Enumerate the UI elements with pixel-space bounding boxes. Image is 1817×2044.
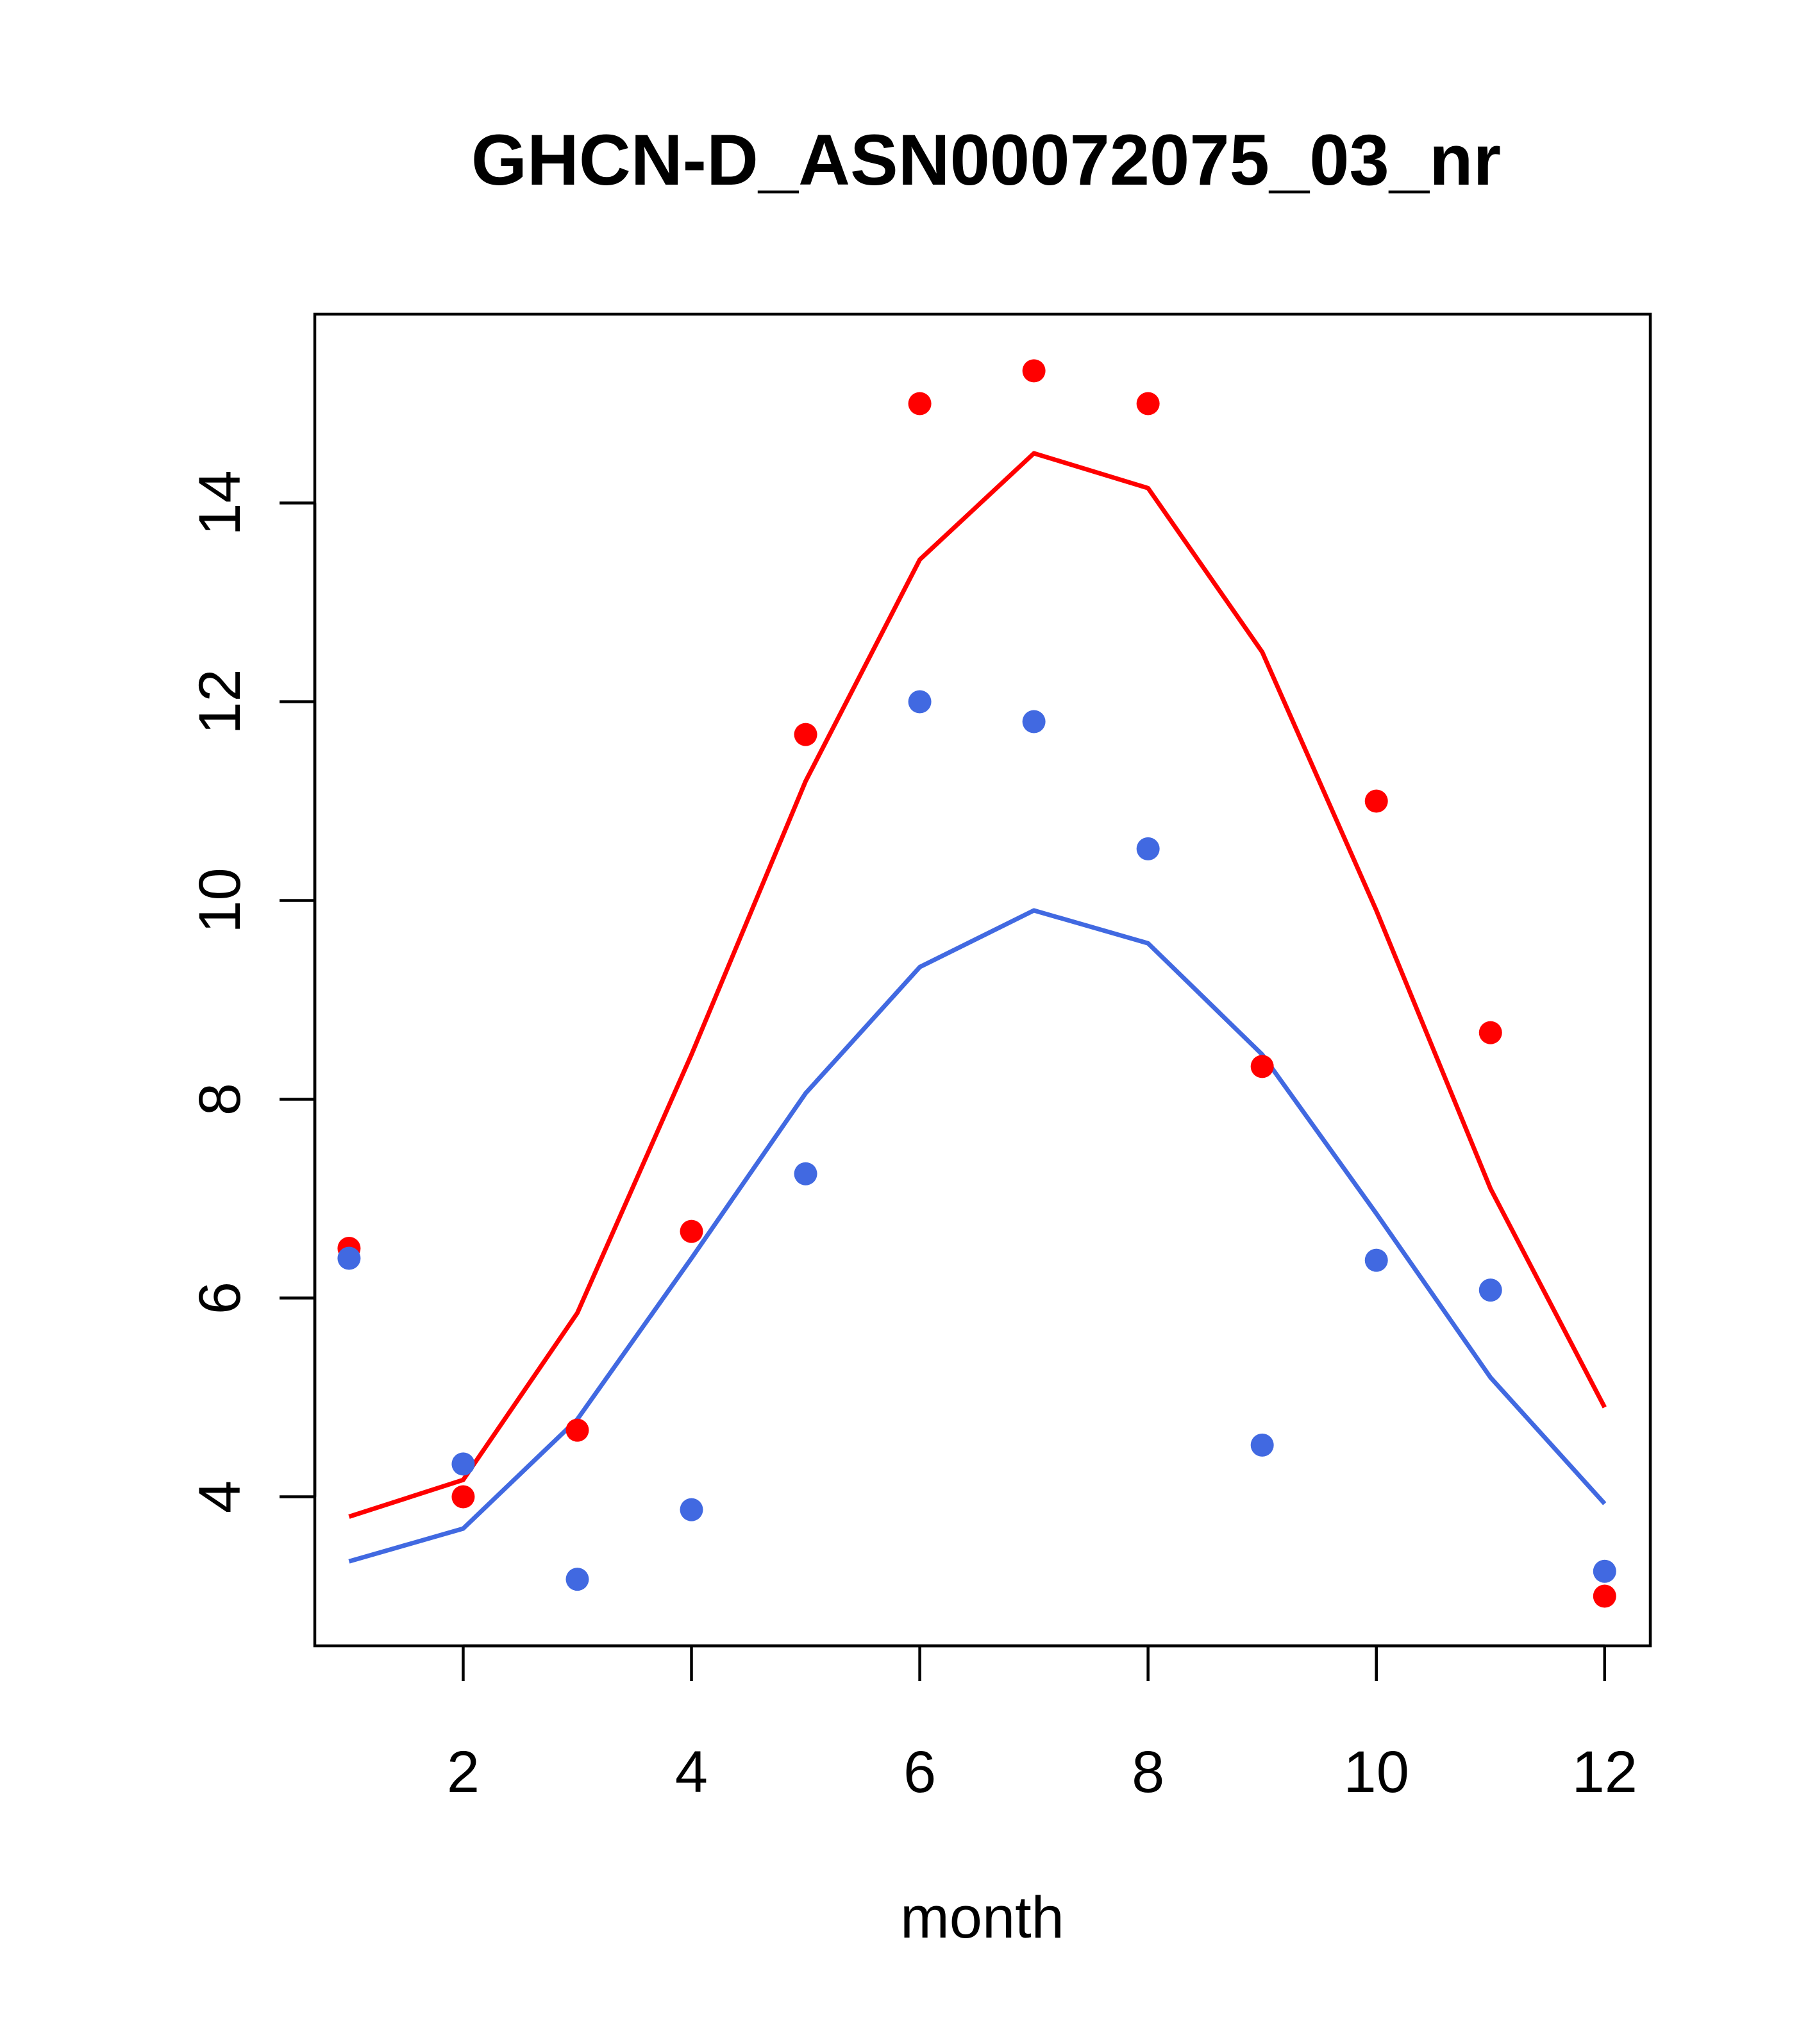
x-axis: 2 4 6 8 10 12 bbox=[447, 1644, 1637, 1805]
series-2-point bbox=[565, 1568, 589, 1591]
x-tick-label: 12 bbox=[1572, 1739, 1637, 1805]
series-2-point bbox=[1022, 710, 1046, 733]
y-axis: 4 6 8 10 12 14 bbox=[187, 470, 317, 1513]
series-1-point bbox=[794, 723, 817, 746]
series-1-point bbox=[1478, 1021, 1502, 1044]
series-layer bbox=[337, 359, 1616, 1608]
x-tick-label: 8 bbox=[1132, 1739, 1164, 1805]
series-2-point bbox=[1136, 837, 1160, 860]
series-2-point bbox=[1478, 1278, 1502, 1302]
x-axis-label: month bbox=[900, 1885, 1064, 1950]
x-tick-label: 6 bbox=[903, 1739, 936, 1805]
y-tick-label: 8 bbox=[187, 1083, 253, 1116]
chart-title: GHCN-D_ASN00072075_03_nr bbox=[471, 120, 1501, 200]
series-1-line bbox=[348, 451, 1607, 1519]
series-1-point bbox=[1136, 392, 1160, 415]
series-2-point bbox=[451, 1452, 475, 1476]
plot-area-frame bbox=[313, 312, 1652, 1648]
series-2-point bbox=[1364, 1248, 1388, 1272]
y-tick-label: 14 bbox=[187, 470, 253, 535]
series-1-point bbox=[451, 1485, 475, 1509]
x-tick-label: 10 bbox=[1344, 1739, 1409, 1805]
y-tick-label: 6 bbox=[187, 1282, 253, 1314]
series-1-point bbox=[680, 1219, 703, 1243]
series-1-point bbox=[1593, 1584, 1616, 1608]
series-2-point bbox=[1250, 1433, 1274, 1457]
y-tick-label: 10 bbox=[187, 867, 253, 933]
series-1-point bbox=[1022, 359, 1046, 383]
series-1-point bbox=[565, 1418, 589, 1442]
series-1-point bbox=[1250, 1055, 1274, 1078]
x-tick-label: 2 bbox=[447, 1739, 480, 1805]
series-2-point bbox=[908, 690, 932, 714]
series-2-point bbox=[1593, 1559, 1616, 1583]
series-1-point bbox=[1364, 789, 1388, 813]
series-2-line bbox=[348, 908, 1607, 1564]
series-2-point bbox=[794, 1162, 817, 1185]
x-tick-label: 4 bbox=[675, 1739, 708, 1805]
series-2-point bbox=[337, 1246, 361, 1270]
series-1-point bbox=[908, 392, 932, 415]
series-2-point bbox=[680, 1498, 703, 1521]
y-tick-label: 12 bbox=[187, 669, 253, 734]
y-tick-label: 4 bbox=[187, 1480, 253, 1513]
